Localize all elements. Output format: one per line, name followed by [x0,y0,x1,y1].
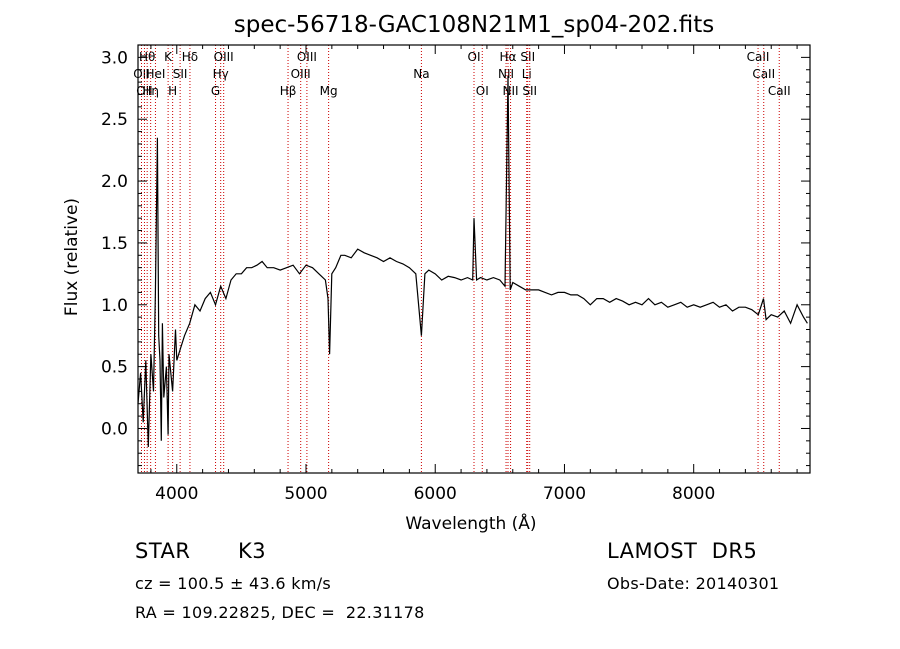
line-marker-label-17: OI [468,50,481,64]
line-marker-label-12: Hβ [280,84,297,98]
line-marker-label-14: OIII [297,50,317,64]
x-tick-label: 5000 [284,484,327,504]
sky-coordinates: RA = 109.22825, DEC = 22.31178 [135,603,425,622]
y-tick-label: 2.5 [101,110,128,130]
y-tick-label: 0.5 [101,358,128,378]
line-marker-label-13: OIII [291,67,311,81]
x-tick-label: 4000 [155,484,198,504]
redshift-velocity: cz = 100.5 ± 43.6 km/s [135,574,332,593]
line-marker-label-27: CaII [768,84,791,98]
line-marker-label-11: OIII [214,50,234,64]
line-marker-label-3: Hη [142,84,159,98]
line-marker-label-20: Hα [500,50,517,64]
line-marker-label-9: G [211,84,220,98]
spectrum-series-line [137,75,808,448]
line-marker-label-2: Hθ [139,50,155,64]
line-marker-label-7: SII [173,67,188,81]
emission-line-markers: OIIOIIHθHηHeIKHSIIHδGHγOIIIHβOIIIOIIIMgN… [133,45,791,473]
y-tick-label: 1.5 [101,234,128,254]
y-tick-label: 0.0 [101,419,128,439]
line-marker-label-4: HeI [145,67,165,81]
line-marker-label-18: OI [476,84,489,98]
x-tick-label: 6000 [414,484,457,504]
line-marker-label-19: NII [498,67,514,81]
line-marker-label-25: CaII [747,50,770,64]
x-tick-label: 7000 [543,484,586,504]
line-marker-label-15: Mg [320,84,338,98]
line-marker-label-10: Hγ [213,67,229,81]
y-tick-label: 1.0 [101,296,128,316]
object-subclass: K3 [238,539,267,563]
line-marker-label-22: Li [522,67,532,81]
line-marker-label-6: H [168,84,177,98]
line-marker-label-23: SII [520,50,535,64]
y-tick-label: 2.0 [101,172,128,192]
line-marker-label-26: CaII [752,67,775,81]
line-marker-label-0: OII [133,67,150,81]
x-tick-label: 8000 [672,484,715,504]
observation-date: Obs-Date: 20140301 [607,574,780,593]
line-marker-label-24: SII [522,84,537,98]
y-tick-label: 3.0 [101,48,128,68]
object-class: STAR [135,539,191,563]
line-marker-label-8: Hδ [182,50,198,64]
y-axis-label: Flux (relative) [62,198,82,316]
plot-frame [137,44,811,474]
survey-release: LAMOST DR5 [607,539,758,563]
axis-ticks: 4000 5000 6000 7000 8000 0.0 0.5 1.0 1.5 2.0 2.5 3.… [101,45,810,504]
line-marker-label-5: K [164,50,173,64]
line-marker-label-21: NII [503,84,519,98]
x-axis-label: Wavelength (Å) [405,512,536,534]
line-marker-label-16: Na [413,67,429,81]
chart-title: spec-56718-GAC108N21M1_sp04-202.fits [234,12,714,38]
